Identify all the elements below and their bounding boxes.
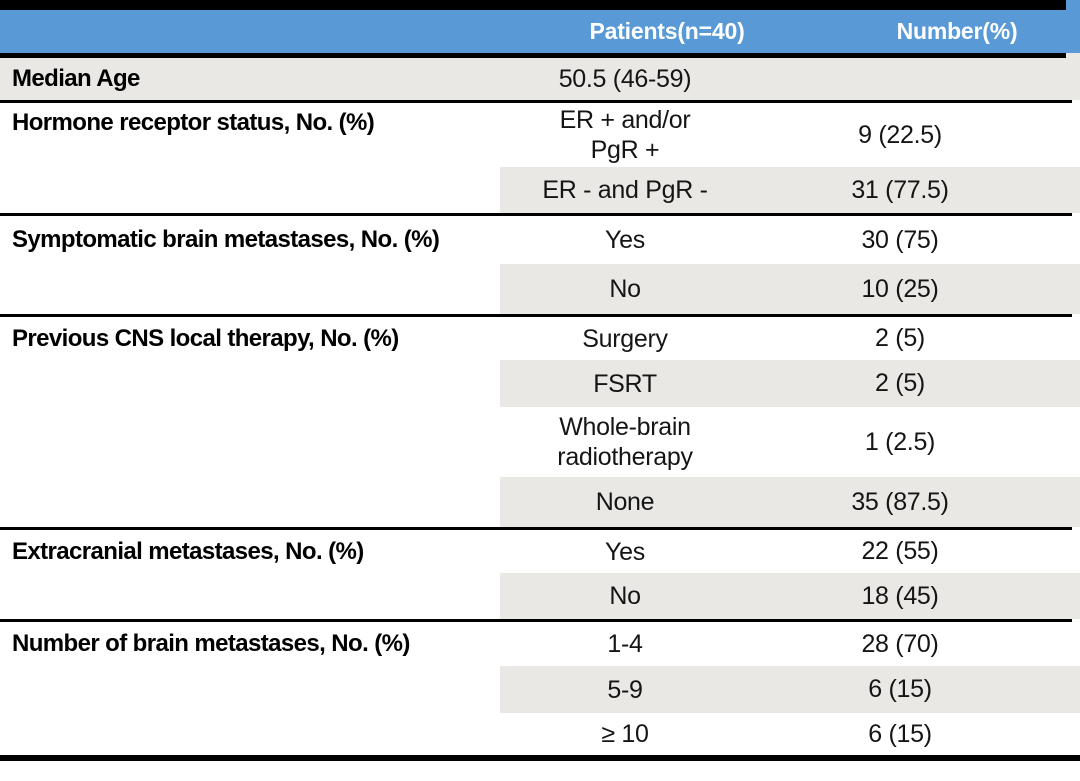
category-cell: Whole-brain radiotherapy [557,413,693,471]
value-cell: 22 (55) [861,537,939,565]
value-cell: 10 (25) [861,274,939,303]
section-divider [0,619,1080,622]
section-divider [0,314,1080,317]
value-cell: 6 (15) [868,675,932,703]
table-row: Yes 22 (55) [500,530,1080,573]
category-cell: FSRT [593,369,657,398]
category-cell: No [609,275,641,303]
section-label-cell: Number of brain metastases, No. (%) [0,622,500,755]
table-row: Whole-brain radiotherapy 1 (2.5) [500,407,1080,477]
category-cell: No [609,582,641,610]
section-divider [0,527,1080,530]
section-label: Number of brain metastases, No. (%) [12,630,410,657]
category-cell: Surgery [582,324,668,353]
value-cell: 9 (22.5) [858,120,942,149]
header-bottom-border [0,53,1080,58]
section-label-cell: Previous CNS local therapy, No. (%) [0,317,500,527]
value-cell: 30 (75) [861,225,939,254]
table-row: 1-4 28 (70) [500,622,1080,666]
category-cell: Yes [605,537,645,566]
table-row: ≥ 10 6 (15) [500,713,1080,755]
table-row: 50.5 (46-59) [500,58,1080,100]
table-row: ER - and PgR - 31 (77.5) [500,167,1080,213]
category-cell: ER + and/or PgR + [559,106,691,164]
table-row: Yes 30 (75) [500,216,1080,264]
value-cell: 6 (15) [868,719,932,748]
header-bottom-border-line [0,53,1066,58]
section-label: Previous CNS local therapy, No. (%) [12,324,399,352]
section-previous-cns-local-therapy: Previous CNS local therapy, No. (%) Surg… [0,317,1080,527]
section-label-cell: Symptomatic brain metastases, No. (%) [0,216,500,314]
section-divider [0,100,1080,103]
category-cell: 5-9 [607,675,643,704]
section-label-cell: Extracranial metastases, No. (%) [0,530,500,619]
table-row: No 10 (25) [500,264,1080,314]
value-cell: 28 (70) [861,629,939,658]
category-cell: None [595,488,655,516]
section-label-cell: Median Age [0,58,500,100]
category-cell: 1-4 [607,630,643,658]
value-cell: 1 (2.5) [864,427,936,456]
value-cell: 35 (87.5) [851,487,949,516]
category-cell: ER - and PgR - [542,176,708,204]
table-row: None 35 (87.5) [500,477,1080,527]
section-median-age: Median Age 50.5 (46-59) [0,58,1080,100]
section-hormone-receptor-status: Hormone receptor status, No. (%) ER + an… [0,103,1080,213]
table-header-row: Patients(n=40) Number(%) [0,10,1080,53]
section-symptomatic-brain-metastases: Symptomatic brain metastases, No. (%) Ye… [0,216,1080,314]
section-divider [0,213,1080,216]
top-border-line [0,0,1066,10]
value-cell: 18 (45) [861,581,939,610]
column-header-number: Number(%) [896,18,1018,44]
value-cell: 31 (77.5) [851,175,949,204]
table-top-border [0,0,1080,10]
section-label: Extracranial metastases, No. (%) [12,537,364,565]
table-row: No 18 (45) [500,573,1080,619]
table-row: Surgery 2 (5) [500,317,1080,360]
section-label: Median Age [12,65,140,92]
category-cell: ≥ 10 [601,720,649,748]
section-number-of-brain-metastases: Number of brain metastases, No. (%) 1-4 … [0,622,1080,755]
value-cell [750,58,1080,100]
section-label: Symptomatic brain metastases, No. (%) [12,226,440,253]
value-cell: 2 (5) [875,369,925,397]
section-extracranial-metastases: Extracranial metastases, No. (%) Yes 22 … [0,530,1080,619]
table-row: 5-9 6 (15) [500,666,1080,713]
value-cell: 2 (5) [875,324,925,352]
column-header-patients: Patients(n=40) [589,18,745,44]
category-cell: 50.5 (46-59) [558,65,692,93]
table-row: ER + and/or PgR + 9 (22.5) [500,103,1080,167]
section-label-cell: Hormone receptor status, No. (%) [0,103,500,213]
section-label: Hormone receptor status, No. (%) [12,109,375,136]
table-row: FSRT 2 (5) [500,360,1080,407]
table-bottom-border [0,755,1080,761]
category-cell: Yes [605,226,645,254]
